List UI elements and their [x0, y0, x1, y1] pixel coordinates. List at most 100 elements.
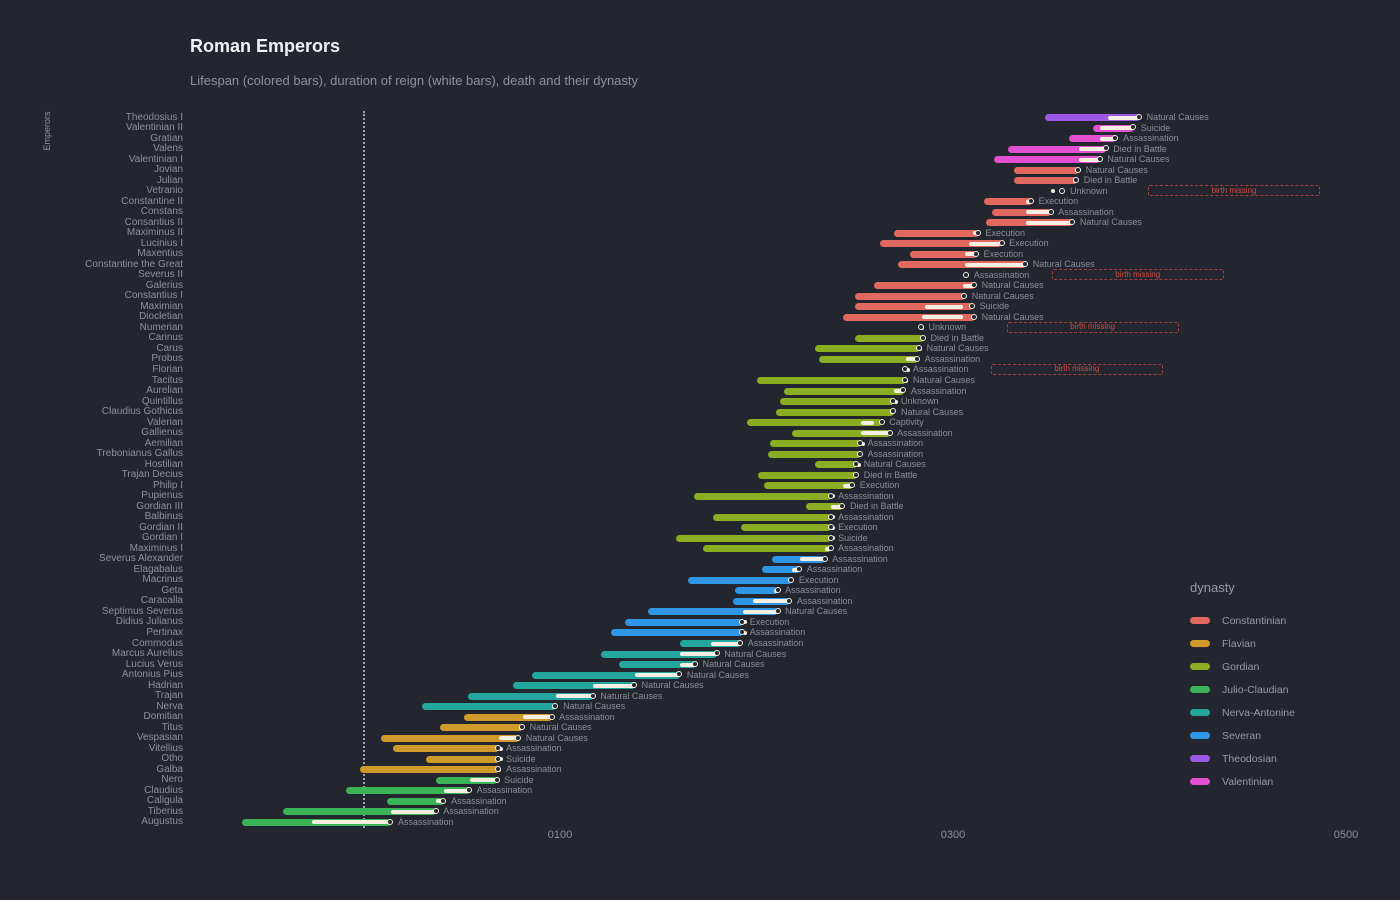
emperor-label: Didius Julianus	[115, 616, 183, 628]
cause-of-death-label: Died in Battle	[1083, 175, 1138, 186]
cause-of-death-label: Died in Battle	[849, 501, 904, 512]
emperor-label: Caligula	[146, 795, 183, 807]
reign-bar	[679, 652, 718, 657]
death-dot	[914, 355, 921, 362]
emperor-label: Maximinus I	[129, 542, 183, 554]
lifespan-bar	[768, 450, 861, 458]
emperor-label: Severus Alexander	[99, 553, 183, 565]
death-dot	[786, 597, 793, 604]
death-dot	[902, 366, 909, 373]
cause-of-death-label: Execution	[749, 616, 790, 627]
death-dot	[878, 418, 885, 425]
lifespan-bar	[1068, 135, 1117, 143]
x-tick-label: 0100	[547, 829, 573, 841]
cause-of-death-label: Execution	[985, 227, 1026, 238]
death-dot	[774, 608, 781, 615]
legend-swatch	[1190, 617, 1210, 624]
cause-of-death-label: Assassination	[451, 795, 507, 806]
emperor-label: Gallienus	[141, 427, 183, 439]
emperor-label: Hostilian	[144, 458, 183, 470]
death-dot	[774, 587, 781, 594]
cause-of-death-label: Suicide	[506, 753, 536, 764]
emperor-label: Constans	[140, 206, 183, 218]
lifespan-bar	[359, 766, 500, 774]
lifespan-bar	[815, 345, 920, 353]
lifespan-bar	[909, 250, 977, 258]
reign-bar	[556, 694, 594, 699]
death-dot	[1059, 187, 1066, 194]
death-dot	[515, 734, 522, 741]
legend-swatch	[1190, 663, 1210, 670]
legend-item-julio-claudian: Julio-Claudian	[1190, 678, 1295, 701]
cause-of-death-label: Died in Battle	[1113, 143, 1167, 154]
lifespan-bar	[693, 492, 832, 500]
emperor-label: Gordian I	[141, 532, 183, 544]
cause-of-death-label: Suicide	[979, 301, 1010, 312]
cause-of-death-label: Natural Causes	[724, 648, 787, 659]
lifespan-bar	[675, 534, 832, 542]
cause-of-death-label: Assassination	[897, 427, 953, 438]
reign-bar	[312, 820, 391, 825]
lifespan-bar	[687, 576, 792, 584]
emperor-label: Aemilian	[144, 437, 183, 449]
emperor-label: Consantius II	[124, 216, 183, 228]
emperor-label: Vespasian	[136, 732, 183, 744]
lifespan-bar	[679, 640, 741, 647]
cause-of-death-label: Assassination	[973, 269, 1030, 280]
cause-of-death-label: Execution	[1038, 196, 1079, 207]
death-dot	[589, 692, 596, 699]
emperor-label: Lucinius I	[140, 237, 183, 249]
emperor-label: Lucius Verus	[125, 658, 183, 670]
cause-of-death-label: Natural Causes	[912, 375, 975, 385]
legend-label: Constantinian	[1222, 614, 1287, 627]
emperor-label: Constantius I	[124, 290, 183, 302]
death-dot	[900, 387, 907, 394]
cause-of-death-label: Assassination	[867, 448, 924, 459]
legend-label: Severan	[1222, 729, 1262, 742]
legend-item-constantinian: Constantinian	[1190, 609, 1295, 632]
reign-bar	[1100, 126, 1134, 131]
cause-of-death-label: Suicide	[504, 774, 534, 785]
legend-item-gordian: Gordian	[1190, 655, 1295, 678]
legend-label: Valentinian	[1222, 775, 1274, 788]
death-dot	[849, 482, 856, 489]
death-dot	[915, 345, 922, 352]
legend-label: Julio-Claudian	[1222, 683, 1289, 696]
death-dot	[737, 639, 744, 646]
cause-of-death-label: Natural Causes	[563, 701, 626, 712]
death-dot	[1136, 113, 1143, 120]
emperor-label: Trajan	[155, 690, 183, 702]
cause-of-death-label: Natural Causes	[981, 280, 1044, 291]
emperor-label: Jovian	[154, 164, 183, 176]
death-dot	[739, 618, 746, 625]
chart-subtitle: Lifespan (colored bars), duration of rei…	[190, 73, 639, 88]
lifespan-bar	[387, 797, 445, 805]
reign-bar	[711, 641, 741, 646]
death-dot	[839, 503, 846, 510]
cause-of-death-label: Unknown	[1070, 185, 1108, 196]
cause-of-death-label: Execution	[838, 522, 878, 533]
lifespan-bar	[1008, 145, 1107, 153]
lifespan-bar	[772, 555, 826, 563]
death-dot	[961, 292, 968, 299]
emperor-label: Constantine II	[121, 195, 183, 207]
lifespan-bar	[512, 682, 635, 690]
death-dot	[821, 555, 828, 562]
death-dot	[495, 755, 502, 762]
emperor-label: Pupienus	[141, 490, 183, 502]
cause-of-death-label: Assassination	[832, 553, 888, 564]
cause-of-death-label: Execution	[1009, 238, 1049, 249]
cause-of-death-label: Assassination	[912, 364, 969, 375]
lifespan-bar	[762, 566, 800, 574]
death-dot	[827, 545, 834, 552]
death-dot	[548, 713, 555, 720]
reign-bar	[921, 315, 963, 320]
reign-bar	[752, 599, 790, 604]
death-dot	[1069, 219, 1076, 226]
emperor-label: Domitian	[143, 711, 183, 723]
lifespan-bar	[648, 608, 779, 616]
emperor-label: Florian	[152, 363, 183, 375]
lifespan-bar	[791, 429, 891, 437]
legend: dynasty Constantinian Flavian Gordian Julio…	[1190, 580, 1295, 793]
